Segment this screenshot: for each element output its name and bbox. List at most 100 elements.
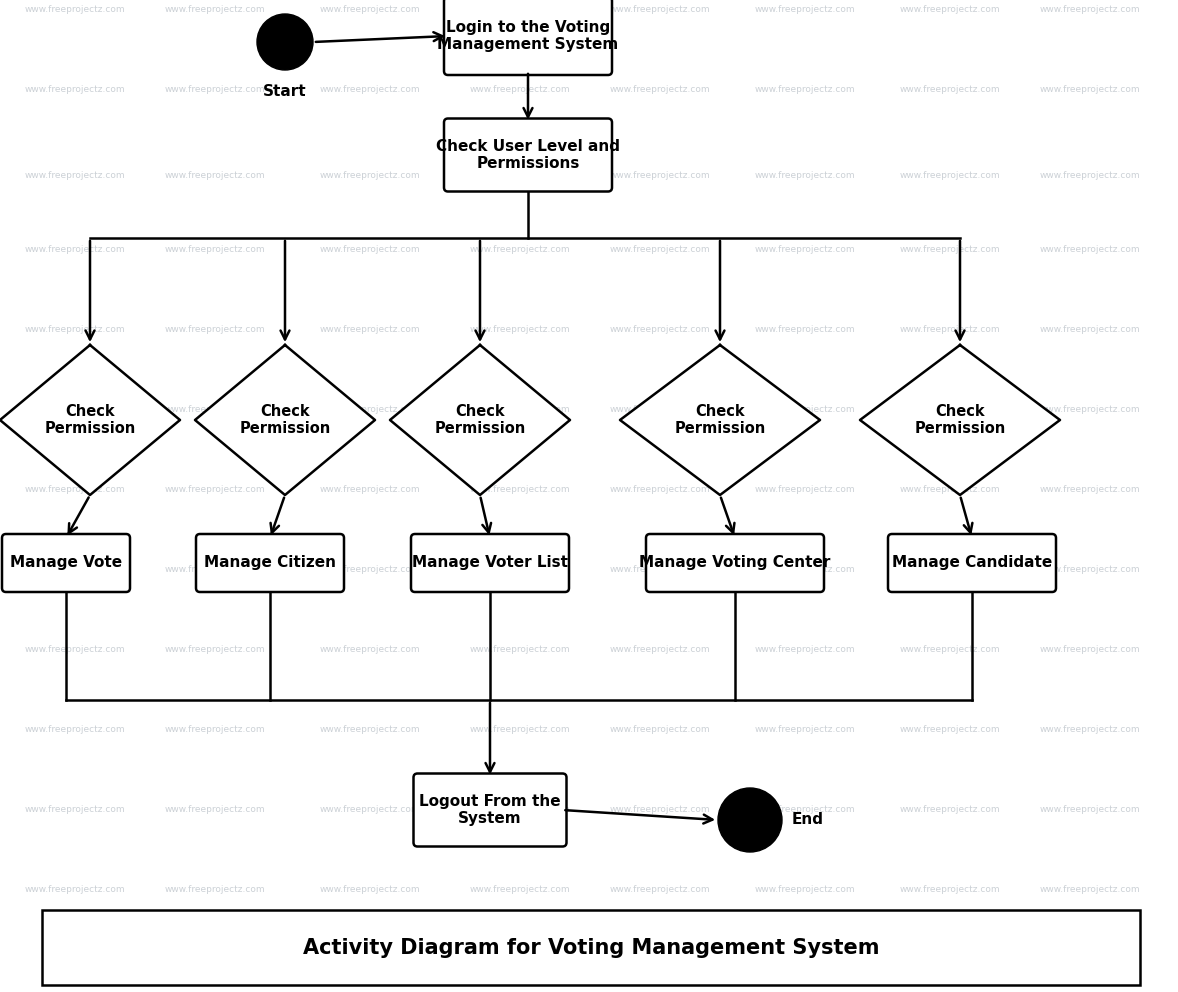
FancyBboxPatch shape [444,0,613,75]
Text: www.freeprojectz.com: www.freeprojectz.com [470,245,570,255]
Text: www.freeprojectz.com: www.freeprojectz.com [1040,406,1140,415]
Text: www.freeprojectz.com: www.freeprojectz.com [470,646,570,655]
Text: www.freeprojectz.com: www.freeprojectz.com [470,485,570,494]
Text: www.freeprojectz.com: www.freeprojectz.com [1040,646,1140,655]
Text: www.freeprojectz.com: www.freeprojectz.com [25,806,125,814]
Text: www.freeprojectz.com: www.freeprojectz.com [319,245,421,255]
Text: www.freeprojectz.com: www.freeprojectz.com [755,406,855,415]
Text: www.freeprojectz.com: www.freeprojectz.com [165,171,265,180]
Text: www.freeprojectz.com: www.freeprojectz.com [1040,325,1140,334]
Text: www.freeprojectz.com: www.freeprojectz.com [900,806,1000,814]
Text: www.freeprojectz.com: www.freeprojectz.com [319,406,421,415]
Text: www.freeprojectz.com: www.freeprojectz.com [610,565,710,574]
Polygon shape [860,345,1060,495]
Text: www.freeprojectz.com: www.freeprojectz.com [165,325,265,334]
Text: www.freeprojectz.com: www.freeprojectz.com [1040,245,1140,255]
Text: Manage Voter List: Manage Voter List [412,556,568,570]
Text: www.freeprojectz.com: www.freeprojectz.com [165,85,265,94]
Text: www.freeprojectz.com: www.freeprojectz.com [165,6,265,15]
Text: www.freeprojectz.com: www.freeprojectz.com [610,806,710,814]
Text: www.freeprojectz.com: www.freeprojectz.com [610,6,710,15]
Text: www.freeprojectz.com: www.freeprojectz.com [165,485,265,494]
Text: www.freeprojectz.com: www.freeprojectz.com [25,85,125,94]
Text: www.freeprojectz.com: www.freeprojectz.com [25,646,125,655]
Text: www.freeprojectz.com: www.freeprojectz.com [319,85,421,94]
Text: www.freeprojectz.com: www.freeprojectz.com [165,565,265,574]
Text: www.freeprojectz.com: www.freeprojectz.com [900,406,1000,415]
Text: www.freeprojectz.com: www.freeprojectz.com [319,725,421,734]
Text: www.freeprojectz.com: www.freeprojectz.com [1040,886,1140,895]
Text: www.freeprojectz.com: www.freeprojectz.com [470,85,570,94]
Text: www.freeprojectz.com: www.freeprojectz.com [900,485,1000,494]
Text: www.freeprojectz.com: www.freeprojectz.com [900,886,1000,895]
Text: www.freeprojectz.com: www.freeprojectz.com [1040,171,1140,180]
Text: www.freeprojectz.com: www.freeprojectz.com [610,646,710,655]
Text: www.freeprojectz.com: www.freeprojectz.com [165,646,265,655]
FancyBboxPatch shape [2,534,130,592]
Text: www.freeprojectz.com: www.freeprojectz.com [25,245,125,255]
Polygon shape [390,345,570,495]
Text: www.freeprojectz.com: www.freeprojectz.com [1040,485,1140,494]
Text: www.freeprojectz.com: www.freeprojectz.com [900,725,1000,734]
Text: www.freeprojectz.com: www.freeprojectz.com [319,806,421,814]
Text: www.freeprojectz.com: www.freeprojectz.com [319,886,421,895]
Text: www.freeprojectz.com: www.freeprojectz.com [165,806,265,814]
Text: www.freeprojectz.com: www.freeprojectz.com [755,6,855,15]
Text: www.freeprojectz.com: www.freeprojectz.com [470,725,570,734]
Text: www.freeprojectz.com: www.freeprojectz.com [165,245,265,255]
Text: Check
Permission: Check Permission [674,404,766,436]
Text: Manage Vote: Manage Vote [9,556,123,570]
Text: www.freeprojectz.com: www.freeprojectz.com [755,806,855,814]
Text: www.freeprojectz.com: www.freeprojectz.com [165,406,265,415]
Text: Logout From the
System: Logout From the System [419,794,561,826]
Text: Manage Candidate: Manage Candidate [892,556,1052,570]
Text: www.freeprojectz.com: www.freeprojectz.com [319,325,421,334]
Text: www.freeprojectz.com: www.freeprojectz.com [319,565,421,574]
Text: www.freeprojectz.com: www.freeprojectz.com [165,886,265,895]
FancyBboxPatch shape [646,534,823,592]
Text: www.freeprojectz.com: www.freeprojectz.com [1040,806,1140,814]
Text: Manage Citizen: Manage Citizen [204,556,336,570]
Text: www.freeprojectz.com: www.freeprojectz.com [470,6,570,15]
Text: www.freeprojectz.com: www.freeprojectz.com [900,245,1000,255]
Text: www.freeprojectz.com: www.freeprojectz.com [1040,725,1140,734]
Text: www.freeprojectz.com: www.freeprojectz.com [755,725,855,734]
Text: www.freeprojectz.com: www.freeprojectz.com [1040,6,1140,15]
Text: Activity Diagram for Voting Management System: Activity Diagram for Voting Management S… [303,937,879,957]
Text: www.freeprojectz.com: www.freeprojectz.com [610,325,710,334]
Text: www.freeprojectz.com: www.freeprojectz.com [319,485,421,494]
Text: www.freeprojectz.com: www.freeprojectz.com [165,725,265,734]
Text: www.freeprojectz.com: www.freeprojectz.com [900,325,1000,334]
Text: Check
Permission: Check Permission [914,404,1006,436]
Text: www.freeprojectz.com: www.freeprojectz.com [755,85,855,94]
Text: www.freeprojectz.com: www.freeprojectz.com [470,406,570,415]
Text: www.freeprojectz.com: www.freeprojectz.com [755,325,855,334]
Text: www.freeprojectz.com: www.freeprojectz.com [470,886,570,895]
Text: Check
Permission: Check Permission [435,404,525,436]
Text: www.freeprojectz.com: www.freeprojectz.com [319,6,421,15]
Text: www.freeprojectz.com: www.freeprojectz.com [25,171,125,180]
Text: End: End [792,812,823,827]
Text: www.freeprojectz.com: www.freeprojectz.com [610,406,710,415]
Text: www.freeprojectz.com: www.freeprojectz.com [755,886,855,895]
Text: www.freeprojectz.com: www.freeprojectz.com [755,565,855,574]
Text: www.freeprojectz.com: www.freeprojectz.com [470,565,570,574]
Text: www.freeprojectz.com: www.freeprojectz.com [25,406,125,415]
Text: www.freeprojectz.com: www.freeprojectz.com [610,725,710,734]
Text: www.freeprojectz.com: www.freeprojectz.com [900,85,1000,94]
Text: www.freeprojectz.com: www.freeprojectz.com [755,245,855,255]
Text: www.freeprojectz.com: www.freeprojectz.com [319,171,421,180]
Text: www.freeprojectz.com: www.freeprojectz.com [1040,85,1140,94]
Text: www.freeprojectz.com: www.freeprojectz.com [25,565,125,574]
Text: www.freeprojectz.com: www.freeprojectz.com [25,325,125,334]
FancyBboxPatch shape [888,534,1055,592]
Text: www.freeprojectz.com: www.freeprojectz.com [755,485,855,494]
FancyBboxPatch shape [196,534,344,592]
Text: www.freeprojectz.com: www.freeprojectz.com [470,806,570,814]
FancyBboxPatch shape [413,774,567,846]
Text: Manage Voting Center: Manage Voting Center [640,556,830,570]
Text: www.freeprojectz.com: www.freeprojectz.com [900,171,1000,180]
FancyBboxPatch shape [411,534,569,592]
Text: www.freeprojectz.com: www.freeprojectz.com [25,6,125,15]
Bar [42,910,1140,985]
